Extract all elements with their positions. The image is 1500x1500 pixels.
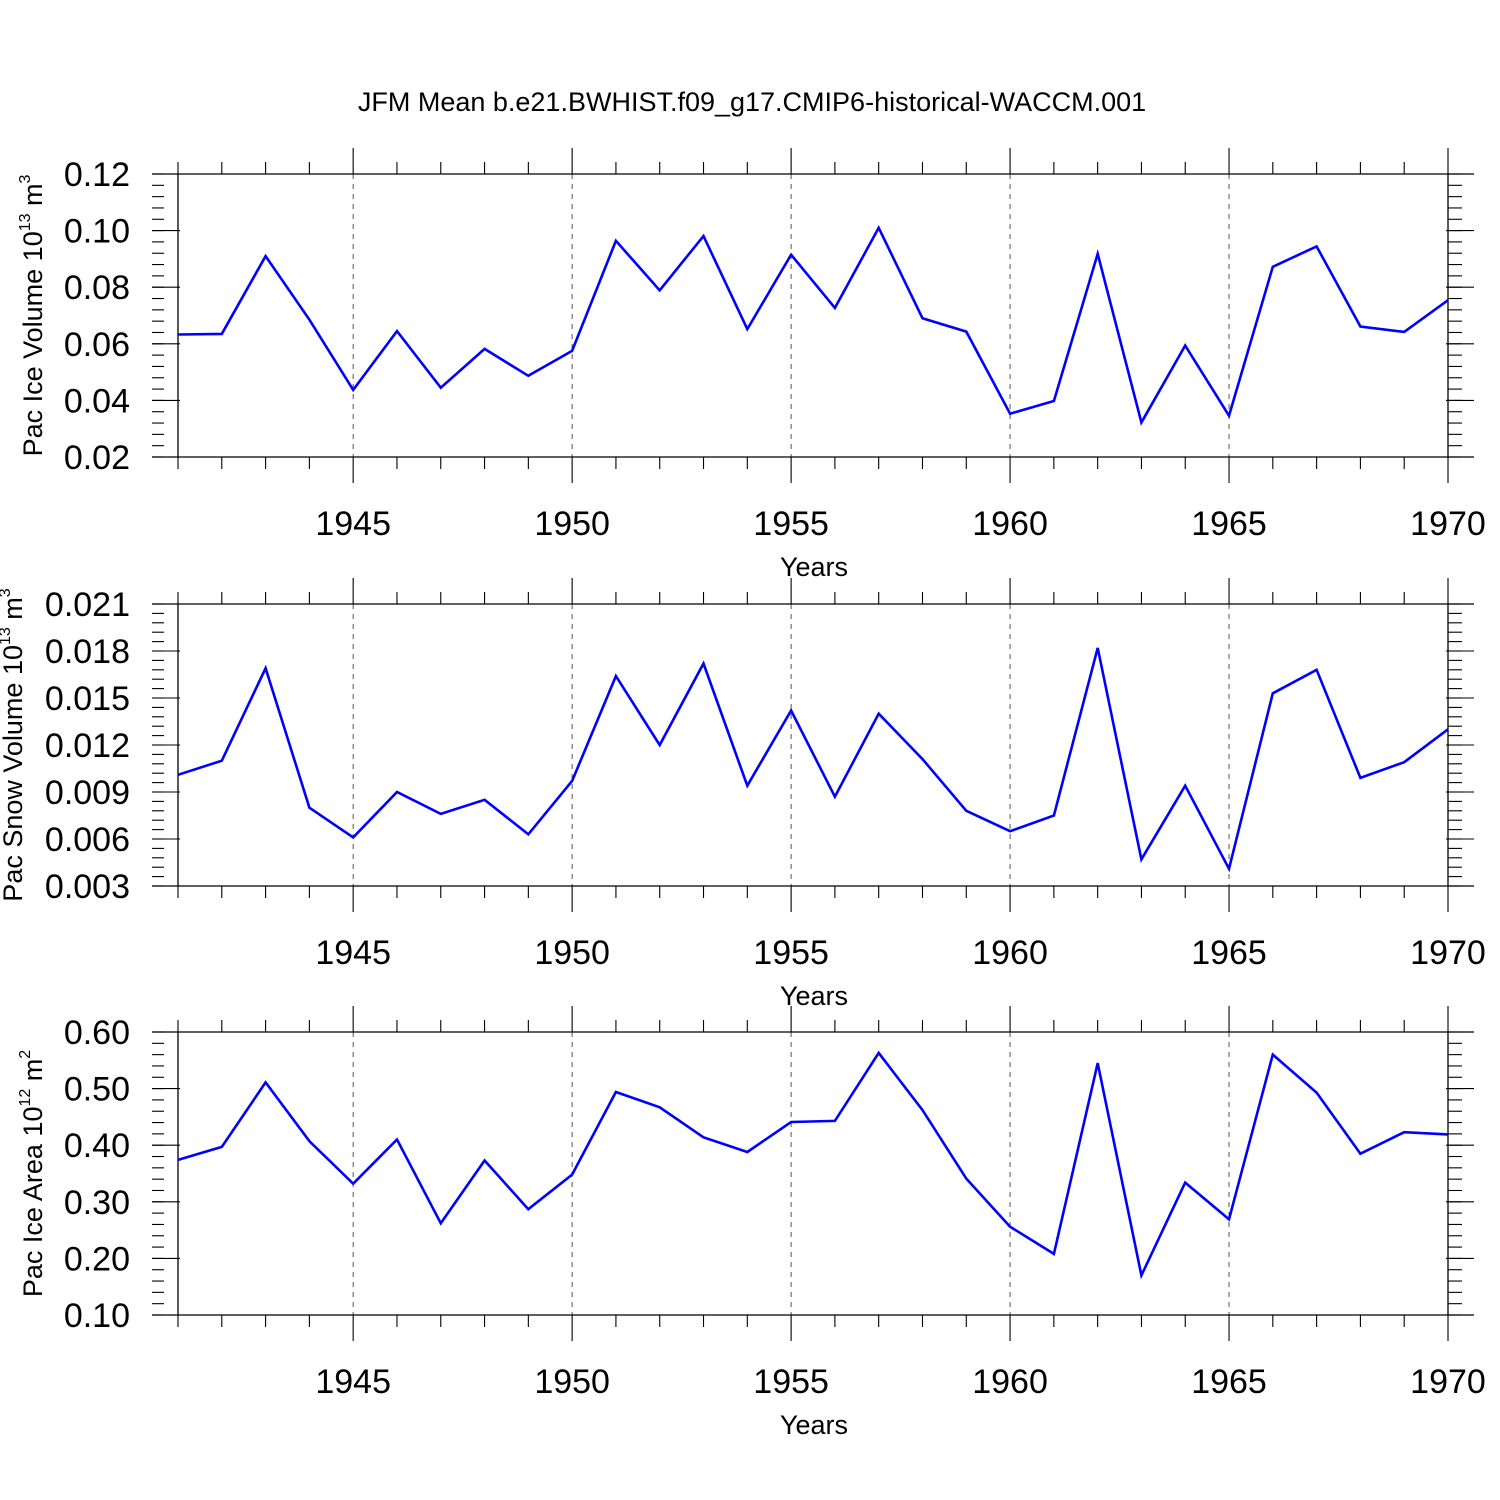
panel-0-ytick-label-4: 0.10 (64, 213, 130, 251)
panel-1-xtick-label-1950: 1950 (534, 934, 610, 972)
panel-0-ylabel: Pac Ice Volume 1013 m3 (17, 174, 48, 456)
panel-1-ytick-label-3: 0.012 (45, 727, 130, 765)
panel-1-xlabel: Years (780, 981, 848, 1011)
panel-2-xtick-label-1945: 1945 (315, 1363, 391, 1401)
panel-2-xtick-label-1955: 1955 (753, 1363, 829, 1401)
panel-2-xtick-label-1950: 1950 (534, 1363, 610, 1401)
panel-2-ytick-label-1: 0.20 (64, 1240, 130, 1278)
panel-0-ytick-label-1: 0.04 (64, 382, 130, 420)
panel-0-xtick-label-1965: 1965 (1191, 505, 1267, 543)
panel-0-xtick-label-1945: 1945 (315, 505, 391, 543)
panel-2-xtick-label-1965: 1965 (1191, 1363, 1267, 1401)
panel-0-xlabel: Years (780, 552, 848, 582)
panel-1-series-line (177, 647, 1449, 873)
figure-title: JFM Mean b.e21.BWHIST.f09_g17.CMIP6-hist… (358, 87, 1146, 117)
panel-0-xtick-label-1960: 1960 (972, 505, 1048, 543)
panel-0-series-line (177, 224, 1449, 426)
panel-ice-area: 0.10 0.20 0.30 0.40 0.50 0.60 1945 1950 1955 1960… (17, 1006, 1486, 1440)
panel-2-xlabel: Years (780, 1410, 848, 1440)
panel-1-xtick-label-1955: 1955 (753, 934, 829, 972)
panel-1-ytick-label-1: 0.006 (45, 821, 130, 859)
panel-2-xtick-label-1960: 1960 (972, 1363, 1048, 1401)
panel-1-ytick-label-2: 0.009 (45, 774, 130, 812)
panel-0-ytick-label-2: 0.06 (64, 326, 130, 364)
panel-0-ytick-label-0: 0.02 (64, 439, 130, 477)
panel-snow-volume: 0.003 0.006 0.009 0.012 0.015 0.018 0.021 1945 1… (0, 578, 1486, 1011)
panel-2-ytick-label-3: 0.40 (64, 1127, 130, 1165)
panel-1-xtick-label-1965: 1965 (1191, 934, 1267, 972)
panel-1-ytick-label-0: 0.003 (45, 868, 130, 906)
panel-1-ytick-label-5: 0.018 (45, 633, 130, 671)
panel-0-xtick-label-1950: 1950 (534, 505, 610, 543)
panel-2-ytick-label-5: 0.60 (64, 1014, 130, 1052)
panel-2-series-line (177, 1050, 1449, 1280)
panel-0-ytick-label-3: 0.08 (64, 269, 130, 307)
panel-2-ytick-label-0: 0.10 (64, 1297, 130, 1335)
panel-2-xtick-label-1970: 1970 (1410, 1363, 1486, 1401)
panel-ice-volume: 0.02 0.04 0.06 0.08 0.10 0.12 1945 1950 1955 1960… (17, 148, 1486, 582)
panel-0-xtick-label-1955: 1955 (753, 505, 829, 543)
panel-2-ytick-label-4: 0.50 (64, 1071, 130, 1109)
panel-1-xtick-label-1960: 1960 (972, 934, 1048, 972)
panel-2-ytick-label-2: 0.30 (64, 1184, 130, 1222)
panel-1-xtick-label-1945: 1945 (315, 934, 391, 972)
panel-0-ytick-label-5: 0.12 (64, 156, 130, 194)
panel-1-xtick-label-1970: 1970 (1410, 934, 1486, 972)
panel-2-ylabel: Pac Ice Area 1012 m2 (17, 1050, 48, 1297)
panel-1-ylabel: Pac Snow Volume 1013 m3 (0, 588, 28, 901)
panel-1-ytick-label-4: 0.015 (45, 680, 130, 718)
panel-0-xtick-label-1970: 1970 (1410, 505, 1486, 543)
panel-1-ytick-label-6: 0.021 (45, 586, 130, 624)
